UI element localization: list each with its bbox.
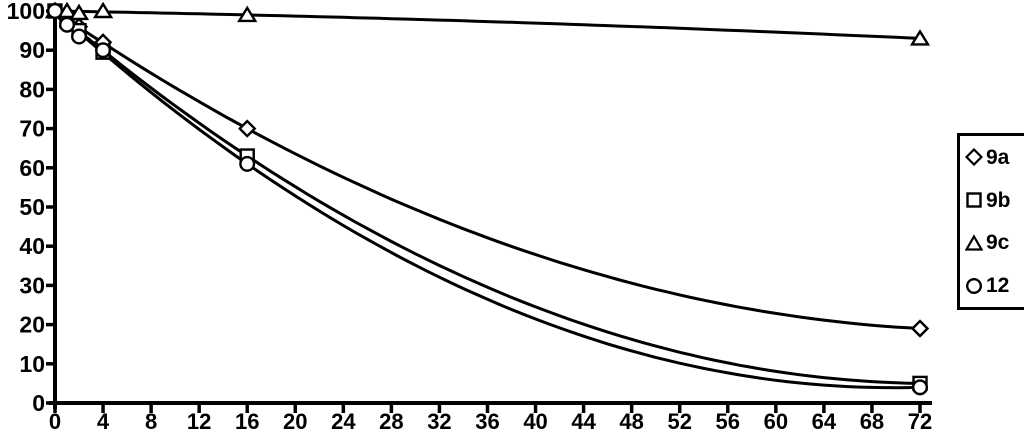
svg-text:68: 68 — [860, 409, 884, 434]
svg-text:0: 0 — [49, 409, 61, 434]
svg-text:28: 28 — [379, 409, 403, 434]
svg-text:50: 50 — [19, 194, 45, 220]
triangle-icon — [965, 234, 983, 252]
svg-text:10: 10 — [19, 351, 45, 377]
legend-label-9b: 9b — [986, 188, 1011, 212]
series-9c-line — [53, 9, 922, 40]
svg-text:40: 40 — [19, 233, 45, 259]
series-9c-markers — [44, 1, 931, 46]
svg-text:70: 70 — [19, 116, 45, 142]
legend-label-12: 12 — [986, 274, 1010, 298]
chart-legend: 9a 9b 9c 12 — [957, 133, 1024, 310]
legend-item-9a: 9a — [965, 147, 1009, 168]
svg-text:64: 64 — [812, 409, 837, 434]
axes — [49, 9, 932, 409]
svg-text:20: 20 — [19, 312, 45, 338]
series-9b-line — [53, 9, 922, 385]
svg-text:80: 80 — [19, 76, 45, 102]
svg-text:0: 0 — [32, 390, 45, 416]
legend-item-9c: 9c — [965, 232, 1009, 253]
svg-text:12: 12 — [187, 409, 211, 434]
x-axis-ticks: 0 4 8 12 16 20 24 28 32 36 40 44 48 52 56 60 64 68 72 — [49, 403, 932, 434]
legend-item-12: 12 — [965, 275, 1009, 296]
svg-text:36: 36 — [475, 409, 499, 434]
series-12-markers — [47, 2, 929, 396]
series-9b-markers — [47, 3, 928, 392]
svg-text:60: 60 — [19, 155, 45, 181]
legend-label-9a: 9a — [986, 145, 1010, 169]
svg-text:20: 20 — [283, 409, 307, 434]
series-lines — [53, 9, 922, 390]
svg-text:56: 56 — [716, 409, 740, 434]
svg-text:100: 100 — [7, 0, 45, 24]
svg-text:32: 32 — [427, 409, 451, 434]
legend-item-9b: 9b — [965, 190, 1011, 211]
svg-text:90: 90 — [19, 37, 45, 63]
y-axis-ticks: 0 10 20 30 40 50 60 70 80 90 100 — [7, 0, 55, 416]
svg-text:52: 52 — [667, 409, 691, 434]
svg-text:24: 24 — [331, 409, 356, 434]
svg-text:16: 16 — [235, 409, 259, 434]
legend-label-9c: 9c — [986, 231, 1010, 255]
series-12-line — [53, 9, 922, 390]
svg-text:48: 48 — [619, 409, 643, 434]
series-9a-line — [53, 9, 922, 330]
svg-text:4: 4 — [97, 409, 110, 434]
svg-text:44: 44 — [571, 409, 596, 434]
square-icon — [965, 191, 983, 209]
svg-text:72: 72 — [908, 409, 932, 434]
svg-text:30: 30 — [19, 272, 45, 298]
circle-icon — [965, 277, 983, 295]
svg-text:8: 8 — [145, 409, 157, 434]
svg-text:60: 60 — [764, 409, 788, 434]
svg-text:40: 40 — [523, 409, 547, 434]
diamond-icon — [965, 148, 983, 167]
